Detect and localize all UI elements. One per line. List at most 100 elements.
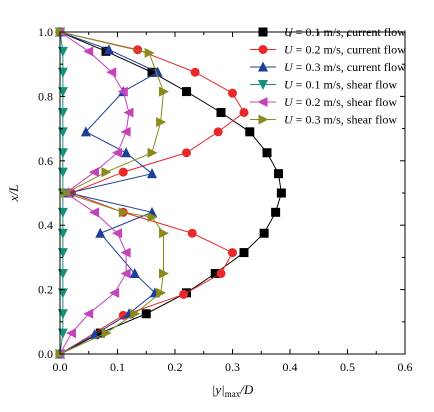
series-line: [59, 31, 245, 355]
data-point-circle: [239, 108, 249, 117]
legend-entry: U = 0.3 m/s, shear flow: [250, 113, 397, 127]
data-point-square: [210, 269, 220, 278]
data-point-triangle-down: [57, 269, 68, 279]
data-point-triangle-down: [258, 80, 268, 90]
data-point-triangle-left: [117, 86, 128, 97]
x-tick-label: 0.5: [340, 360, 355, 374]
data-point-circle: [213, 127, 223, 137]
data-point-triangle-right: [159, 228, 169, 239]
data-point-triangle-down: [57, 309, 68, 320]
data-point-triangle-left: [89, 207, 99, 218]
legend-label: U = 0.1 m/s, shear flow: [284, 78, 397, 92]
data-point-square: [271, 207, 281, 217]
data-point-triangle-up: [95, 227, 106, 238]
data-point-triangle-right: [101, 328, 112, 339]
legend-entry: U = 0.3 m/s, current flow: [250, 60, 406, 74]
data-point-circle: [190, 67, 200, 77]
legend-entry: U = 0.1 m/s, shear flow: [250, 78, 397, 92]
data-point-triangle-left: [120, 126, 131, 137]
data-point-triangle-left: [106, 67, 117, 78]
data-point-circle: [179, 289, 189, 299]
data-point-triangle-right: [118, 207, 129, 218]
legend-label: U = 0.2 m/s, current flow: [284, 43, 406, 57]
x-tick-label: 0.4: [283, 360, 298, 374]
legend-label: U = 0.2 m/s, shear flow: [284, 95, 397, 109]
data-point-square: [276, 188, 286, 198]
data-point-triangle-right: [144, 47, 155, 58]
data-point-triangle-left: [109, 287, 120, 298]
data-point-triangle-left: [257, 97, 268, 107]
series-6: [55, 27, 169, 359]
data-point-circle: [187, 228, 197, 238]
series-2: [55, 27, 249, 359]
data-point-triangle-left: [83, 308, 94, 319]
y-tick-label: 0.6: [38, 154, 53, 168]
data-point-triangle-right: [147, 212, 158, 223]
data-point-triangle-up: [147, 168, 157, 179]
data-point-triangle-right: [156, 287, 167, 298]
data-point-square: [239, 248, 249, 258]
data-point-triangle-down: [57, 328, 68, 339]
x-tick-label: 0.3: [225, 360, 240, 374]
legend: U = 0.1 m/s, current flow U = 0.2 m/s, cu…: [250, 25, 406, 127]
data-point-triangle-up: [258, 61, 268, 72]
data-point-circle: [258, 45, 268, 54]
data-point-square: [216, 108, 226, 117]
data-point-triangle-down: [57, 87, 68, 98]
y-tick-label: 1.0: [38, 25, 53, 39]
data-point-triangle-right: [156, 117, 167, 128]
data-point-triangle-down: [57, 207, 68, 218]
data-point-triangle-down: [57, 167, 68, 178]
legend-entry: U = 0.1 m/s, current flow: [250, 25, 406, 39]
data-point-triangle-down: [57, 67, 68, 78]
series-1: [55, 27, 286, 359]
y-axis-title: x/L: [6, 185, 21, 203]
data-point-triangle-left: [123, 107, 134, 118]
legend-label: U = 0.3 m/s, shear flow: [284, 113, 397, 127]
series-3: [55, 26, 163, 359]
data-point-circle: [182, 148, 191, 158]
data-point-triangle-left: [66, 328, 76, 339]
data-point-circle: [133, 45, 143, 55]
data-point-triangle-left: [112, 228, 122, 239]
data-point-square: [245, 127, 255, 137]
y-tick-label: 0.0: [38, 347, 53, 361]
series-line: [59, 31, 282, 355]
x-tick-label: 0.0: [53, 360, 68, 374]
data-point-triangle-down: [57, 228, 68, 239]
data-point-triangle-down: [57, 46, 68, 57]
x-axis-title: |y|max/D: [212, 382, 254, 399]
data-point-triangle-up: [103, 44, 114, 55]
data-point-triangle-right: [130, 308, 141, 319]
axes-layer: 0.0 0.1 0.2 0.3 0.4 0.5 0.6 0.0 0.2 0.4 0.6 0.8 1.0 |…: [6, 25, 413, 399]
data-point-circle: [228, 248, 237, 258]
data-point-circle: [228, 88, 237, 98]
data-point-triangle-right: [147, 147, 158, 158]
data-point-square: [262, 148, 272, 158]
legend-entry: U = 0.2 m/s, shear flow: [250, 95, 397, 109]
data-point-square: [182, 87, 191, 97]
data-point-square: [259, 228, 269, 238]
data-point-triangle-right: [159, 268, 169, 279]
x-tick-label: 0.2: [168, 360, 183, 374]
y-tick-label: 0.8: [38, 89, 53, 103]
data-point-square: [274, 169, 283, 179]
data-point-square: [141, 309, 151, 319]
data-point-triangle-up: [152, 66, 163, 77]
data-point-triangle-down: [57, 108, 68, 118]
data-point-triangle-left: [120, 268, 131, 279]
data-point-triangle-up: [80, 126, 91, 137]
legend-label: U = 0.1 m/s, current flow: [284, 25, 406, 39]
data-point-triangle-right: [159, 86, 169, 97]
legend-entry: U = 0.2 m/s, current flow: [250, 43, 406, 57]
data-point-circle: [118, 167, 128, 177]
data-point-circle: [216, 269, 226, 278]
data-point-triangle-down: [57, 148, 68, 159]
x-tick-label: 0.6: [398, 360, 413, 374]
data-point-triangle-right: [258, 114, 269, 125]
series-layer: [54, 26, 286, 360]
x-tick-label: 0.1: [110, 360, 125, 374]
data-point-square: [258, 27, 268, 37]
data-point-triangle-right: [101, 167, 112, 178]
